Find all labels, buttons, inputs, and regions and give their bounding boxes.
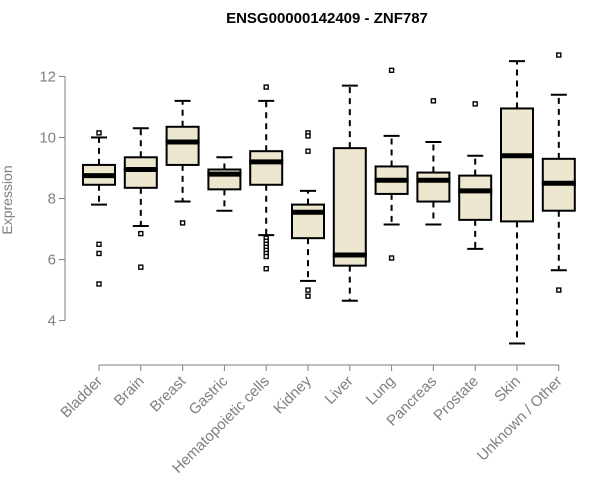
box-series (82, 52, 576, 345)
outlier-point (96, 130, 102, 136)
box-iqr (416, 171, 451, 203)
outlier-point (305, 287, 311, 293)
y-tick-label: 6 (48, 252, 56, 269)
box-iqr (165, 125, 200, 166)
box-iqr (291, 203, 325, 240)
box-group (416, 98, 451, 226)
outlier-point (263, 84, 269, 90)
chart-title: ENSG00000142409 - ZNF787 (226, 10, 428, 27)
box-group (458, 101, 493, 250)
outlier-point (138, 230, 144, 237)
outlier-point (96, 241, 102, 247)
box-iqr (458, 174, 493, 221)
box-group (249, 84, 284, 272)
box-group (165, 99, 200, 226)
x-tick-label: Liver (322, 373, 357, 408)
outlier-point (96, 281, 102, 287)
x-tick-label: Bladder (57, 373, 106, 422)
box-group (541, 52, 576, 293)
y-tick-label: 8 (48, 191, 56, 208)
x-tick-label: Kidney (270, 372, 315, 417)
x-tick-label: Breast (147, 372, 190, 415)
box-group (500, 60, 534, 345)
box-iqr (500, 107, 534, 223)
outlier-point (179, 220, 186, 226)
y-tick-label: 4 (48, 313, 56, 330)
box-iqr (332, 147, 367, 267)
outlier-point (138, 264, 144, 270)
outlier-point (556, 52, 562, 58)
y-axis: 4 6 8 10 12 (39, 68, 66, 330)
box-group (82, 130, 116, 287)
box-iqr (249, 150, 284, 186)
x-tick-label: Lung (363, 373, 399, 409)
outlier-point (305, 293, 311, 299)
outlier-point (305, 148, 311, 154)
box-group (332, 84, 367, 302)
outlier-point (472, 101, 478, 107)
box-group (207, 156, 242, 212)
x-tick-label: Brain (111, 373, 148, 410)
box-group (123, 127, 158, 270)
x-tick-label: Prostate (430, 373, 482, 425)
box-group (291, 130, 325, 299)
box-iqr (123, 156, 158, 189)
outlier-point (388, 255, 395, 261)
y-axis-label: Expression (0, 165, 15, 234)
outlier-point (305, 133, 311, 139)
y-tick-label: 12 (39, 68, 56, 85)
outlier-point (263, 253, 269, 260)
outlier-point (388, 67, 395, 74)
outlier-point (556, 287, 562, 293)
y-tick-label: 10 (39, 129, 56, 146)
x-tick-label: Skin (491, 373, 524, 406)
outlier-point (430, 98, 437, 104)
outlier-point (263, 265, 269, 272)
outlier-point (96, 250, 102, 257)
box-group (374, 67, 409, 261)
